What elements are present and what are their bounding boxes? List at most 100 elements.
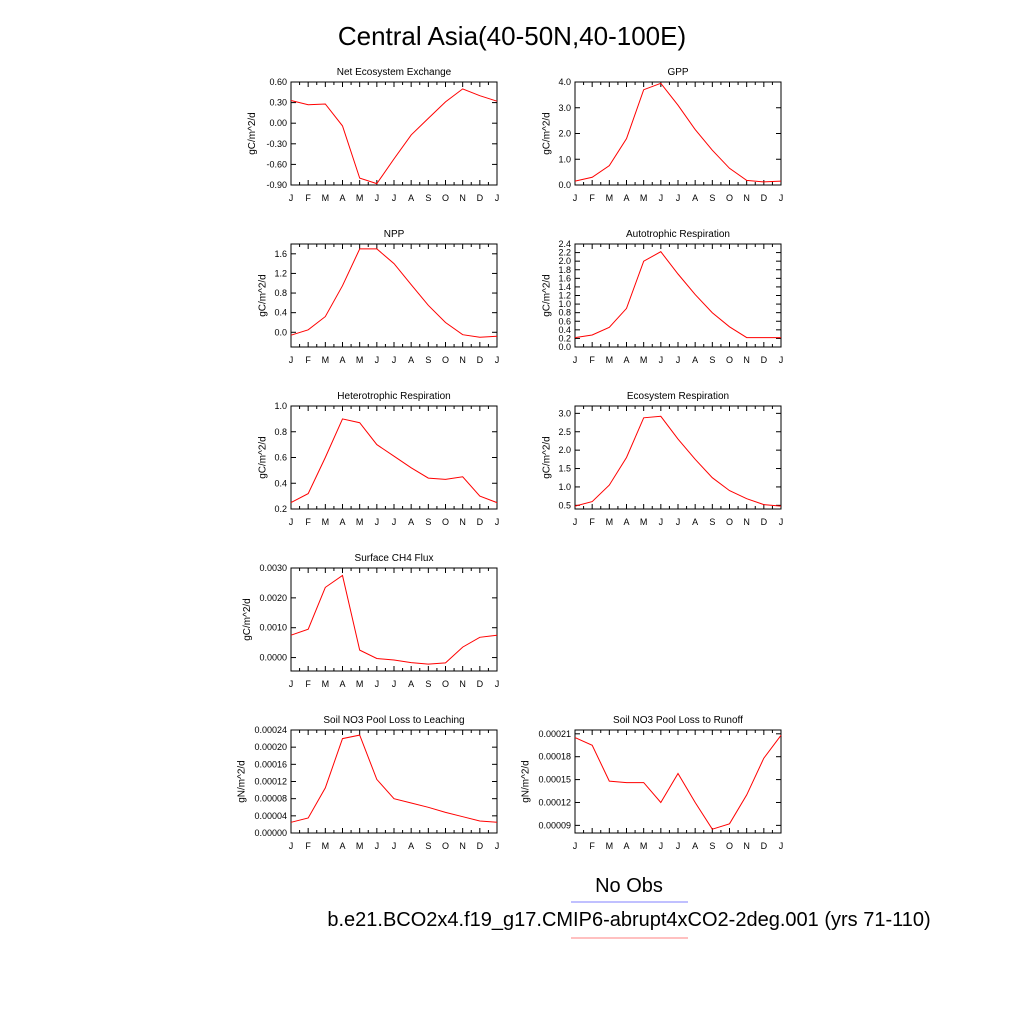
x-tick-label: O [442, 517, 449, 527]
y-tick-label: 2.0 [558, 445, 571, 455]
x-tick-label: S [425, 679, 431, 689]
series-line [574, 734, 782, 830]
x-tick-label: F [305, 355, 311, 365]
x-tick-label: J [779, 355, 784, 365]
x-tick-label: D [761, 517, 768, 527]
x-tick-label: J [676, 841, 681, 851]
x-tick-label: M [640, 517, 648, 527]
legend: No Obs b.e21.BCO2x4.f19_g17.CMIP6-abrupt… [327, 875, 931, 939]
y-tick-label: 0.2 [274, 504, 287, 514]
x-tick-label: F [305, 841, 311, 851]
y-tick-label: 0.0 [558, 180, 571, 190]
x-tick-label: M [356, 679, 364, 689]
panel-title: NPP [384, 229, 405, 240]
x-tick-label: A [339, 355, 345, 365]
plot-frame [290, 243, 498, 348]
x-tick-label: A [339, 517, 345, 527]
x-tick-label: J [779, 193, 784, 203]
y-axis-label: gC/m^2/d [541, 436, 552, 479]
x-tick-label: O [726, 193, 733, 203]
y-tick-label: 0.0020 [259, 593, 287, 603]
x-tick-label: M [356, 355, 364, 365]
y-axis-label: gN/m^2/d [237, 760, 248, 803]
x-tick-label: A [623, 193, 629, 203]
x-tick-label: N [459, 517, 466, 527]
y-tick-label: 0.00008 [254, 794, 287, 804]
x-tick-label: D [477, 193, 484, 203]
x-tick-label: A [623, 841, 629, 851]
y-tick-label: 0.0 [558, 342, 571, 352]
x-tick-label: A [623, 355, 629, 365]
x-tick-label: M [606, 841, 614, 851]
x-tick-label: J [495, 679, 500, 689]
y-tick-label: 2.5 [558, 427, 571, 437]
series-line [574, 415, 782, 507]
x-tick-label: F [589, 517, 595, 527]
y-tick-label: 2.4 [558, 239, 571, 249]
series-line [574, 82, 782, 183]
x-tick-label: J [289, 517, 294, 527]
x-tick-label: D [477, 517, 484, 527]
plot-frame [290, 81, 498, 186]
x-tick-label: J [392, 355, 397, 365]
x-tick-label: S [425, 193, 431, 203]
y-tick-label: 0.4 [274, 308, 287, 318]
x-tick-label: J [375, 355, 380, 365]
x-tick-label: S [709, 841, 715, 851]
y-axis-label: gC/m^2/d [541, 274, 552, 317]
y-tick-label: 1.0 [558, 482, 571, 492]
x-tick-label: O [442, 355, 449, 365]
x-tick-label: O [726, 355, 733, 365]
y-tick-label: 0.00015 [538, 775, 571, 785]
x-tick-label: M [606, 193, 614, 203]
y-tick-label: 0.00024 [254, 725, 287, 735]
y-tick-label: 0.30 [269, 98, 287, 108]
x-tick-label: A [339, 193, 345, 203]
x-tick-label: O [726, 517, 733, 527]
x-tick-label: F [589, 193, 595, 203]
y-axis-label: gN/m^2/d [521, 760, 532, 803]
y-tick-label: 3.0 [558, 408, 571, 418]
y-tick-label: 1.6 [558, 273, 571, 283]
x-tick-label: J [392, 679, 397, 689]
y-axis-label: gC/m^2/d [541, 112, 552, 155]
x-tick-label: J [289, 841, 294, 851]
x-tick-label: M [640, 841, 648, 851]
legend-label-obs: No Obs [595, 875, 663, 897]
y-axis-label: gC/m^2/d [257, 274, 268, 317]
panel-title: Surface CH4 Flux [355, 553, 434, 564]
x-tick-label: M [322, 355, 330, 365]
plot-frame [574, 405, 782, 510]
y-tick-label: 1.0 [558, 299, 571, 309]
x-tick-label: A [692, 355, 698, 365]
y-tick-label: 0.0010 [259, 623, 287, 633]
x-tick-label: A [408, 193, 414, 203]
y-tick-label: 0.8 [558, 308, 571, 318]
x-tick-label: F [305, 193, 311, 203]
y-tick-label: -0.30 [266, 139, 287, 149]
x-tick-label: N [743, 841, 750, 851]
x-tick-label: M [640, 355, 648, 365]
plot-frame [574, 243, 782, 348]
x-tick-label: J [659, 193, 664, 203]
x-tick-label: J [659, 355, 664, 365]
y-tick-label: 1.2 [274, 268, 287, 278]
x-tick-label: J [573, 355, 578, 365]
x-tick-label: M [322, 841, 330, 851]
y-tick-label: 0.00012 [254, 777, 287, 787]
x-tick-label: O [442, 679, 449, 689]
y-tick-label: 0.0000 [259, 653, 287, 663]
x-tick-label: S [425, 841, 431, 851]
x-tick-label: S [425, 517, 431, 527]
y-tick-label: 0.00020 [254, 742, 287, 752]
y-tick-label: 0.00018 [538, 752, 571, 762]
series-line [290, 574, 498, 665]
y-tick-label: 2.0 [558, 129, 571, 139]
